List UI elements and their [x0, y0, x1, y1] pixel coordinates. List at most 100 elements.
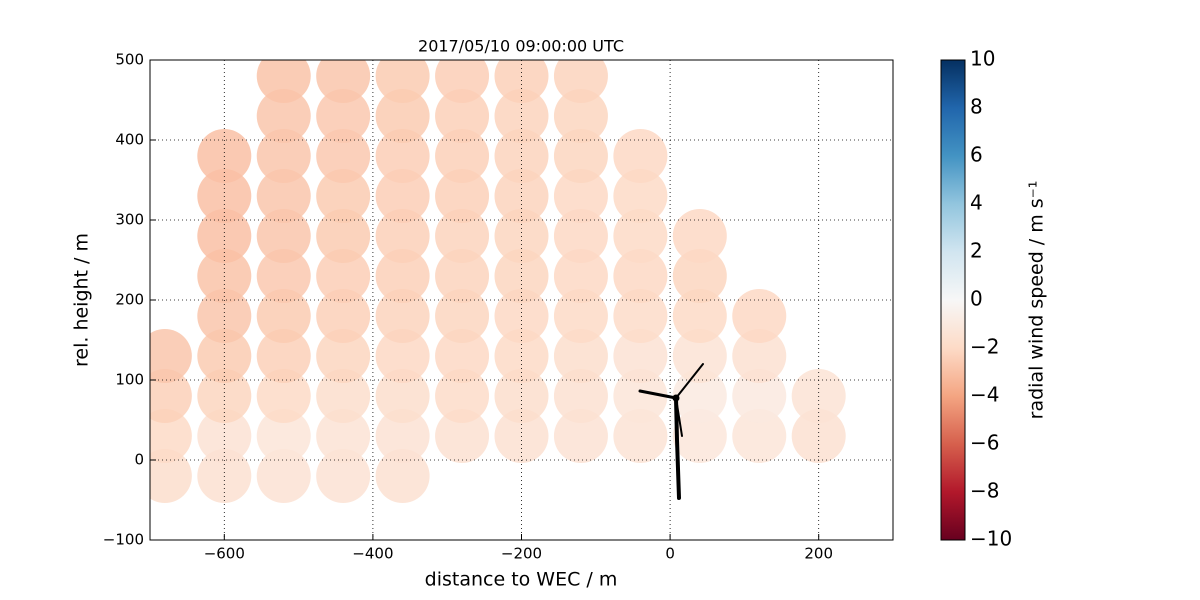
data-point	[375, 369, 430, 423]
data-point	[553, 60, 608, 103]
data-point	[256, 89, 311, 143]
data-point	[435, 369, 490, 423]
data-point	[613, 289, 668, 343]
y-tick-label: 300	[115, 211, 144, 229]
x-axis-label: distance to WEC / m	[425, 569, 618, 591]
data-point	[672, 409, 727, 463]
data-point	[435, 60, 490, 103]
data-point	[732, 289, 787, 343]
data-point	[316, 169, 371, 223]
data-point	[494, 60, 549, 103]
data-point	[613, 209, 668, 263]
data-point	[316, 409, 371, 463]
data-point	[256, 289, 311, 343]
data-point	[256, 60, 311, 103]
data-point	[553, 89, 608, 143]
colorbar-label: radial wind speed / m s⁻¹	[1026, 181, 1048, 420]
colorbar-tick-label: −2	[970, 335, 999, 359]
colorbar-tick-label: 4	[970, 191, 983, 215]
data-point	[316, 89, 371, 143]
plot-frame	[149, 59, 894, 541]
data-point	[613, 329, 668, 383]
data-point	[256, 409, 311, 463]
data-point	[316, 249, 371, 303]
data-point	[375, 409, 430, 463]
data-point	[553, 289, 608, 343]
x-tick-label: −200	[501, 545, 542, 563]
data-point	[435, 249, 490, 303]
data-point	[672, 369, 727, 423]
data-point	[256, 209, 311, 263]
data-point	[435, 409, 490, 463]
x-tick-label: −600	[204, 545, 245, 563]
data-point	[316, 329, 371, 383]
data-point	[435, 89, 490, 143]
data-point	[435, 329, 490, 383]
chart-title: 2017/05/10 09:00:00 UTC	[418, 37, 624, 56]
x-tick-label: 200	[804, 545, 833, 563]
data-point	[375, 129, 430, 183]
y-tick-label: 0	[134, 451, 144, 469]
y-axis-label: rel. height / m	[71, 233, 93, 367]
data-point	[672, 289, 727, 343]
data-point	[553, 169, 608, 223]
data-point	[316, 209, 371, 263]
data-point	[672, 209, 727, 263]
colorbar-tick-label: −8	[970, 479, 999, 503]
data-point	[316, 449, 371, 503]
data-point	[316, 289, 371, 343]
data-point	[672, 249, 727, 303]
data-point	[256, 329, 311, 383]
data-point	[672, 329, 727, 383]
data-point	[256, 249, 311, 303]
colorbar-tick-label: 6	[970, 143, 983, 167]
data-point	[435, 129, 490, 183]
colorbar-tick-label: −6	[970, 431, 999, 455]
x-tick-label: −400	[352, 545, 393, 563]
data-point	[732, 329, 787, 383]
data-point	[553, 209, 608, 263]
data-point	[256, 129, 311, 183]
data-point	[375, 89, 430, 143]
data-point	[613, 169, 668, 223]
data-point	[553, 249, 608, 303]
data-point	[553, 329, 608, 383]
data-point	[375, 449, 430, 503]
data-point	[613, 249, 668, 303]
data-point	[316, 60, 371, 103]
colorbar-tick-label: 8	[970, 95, 983, 119]
colorbar-tick-label: 10	[970, 47, 995, 71]
data-point	[613, 409, 668, 463]
data-point	[732, 369, 787, 423]
colorbar-tick-label: 0	[970, 287, 983, 311]
data-point	[375, 169, 430, 223]
data-point	[613, 369, 668, 423]
y-tick-label: 400	[115, 131, 144, 149]
data-point	[316, 369, 371, 423]
colorbar	[940, 59, 966, 541]
colorbar-tick-label: −10	[970, 527, 1012, 551]
data-point	[316, 129, 371, 183]
data-point	[553, 129, 608, 183]
data-point	[375, 329, 430, 383]
data-point	[375, 209, 430, 263]
data-point	[732, 409, 787, 463]
y-tick-label: 500	[115, 51, 144, 69]
y-tick-label: −100	[103, 531, 144, 549]
data-point	[553, 369, 608, 423]
colorbar-tick-label: −4	[970, 383, 999, 407]
data-layer	[150, 60, 846, 503]
data-point	[435, 289, 490, 343]
data-point	[553, 409, 608, 463]
y-tick-label: 200	[115, 291, 144, 309]
y-tick-label: 100	[115, 371, 144, 389]
data-point	[375, 60, 430, 103]
data-point	[435, 209, 490, 263]
data-point	[256, 369, 311, 423]
data-point	[613, 129, 668, 183]
x-tick-label: 0	[665, 545, 675, 563]
colorbar-tick-label: 2	[970, 239, 983, 263]
data-point	[375, 289, 430, 343]
data-point	[256, 169, 311, 223]
